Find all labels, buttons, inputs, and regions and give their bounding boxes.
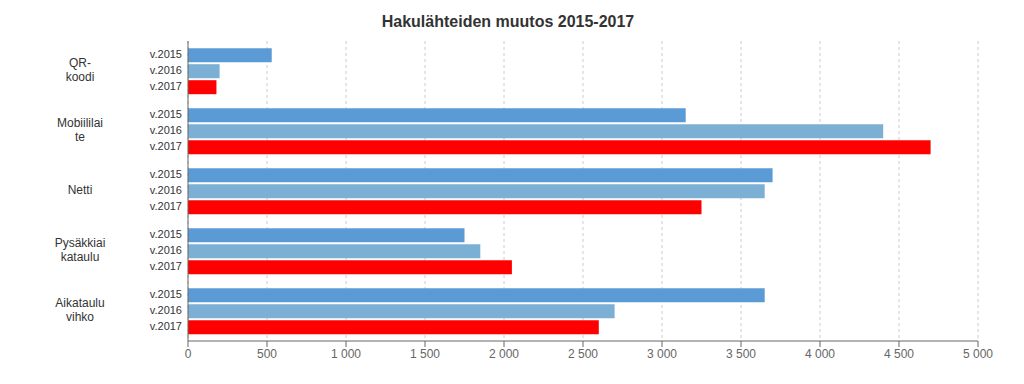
svg-text:v.2016: v.2016 — [150, 184, 182, 196]
svg-text:1 000: 1 000 — [331, 347, 361, 361]
svg-text:v.2017: v.2017 — [150, 260, 182, 272]
svg-text:5 000: 5 000 — [963, 347, 993, 361]
html-text:Hakulähteiden muutos 2015-2017: Hakulähteiden muutos 2015-2017 — [381, 13, 635, 30]
svg-text:3 500: 3 500 — [726, 347, 756, 361]
svg-text:1 500: 1 500 — [410, 347, 440, 361]
svg-text:0: 0 — [185, 347, 192, 361]
svg-text:4 500: 4 500 — [884, 347, 914, 361]
svg-text:v.2017: v.2017 — [150, 80, 182, 92]
svg-text:v.2017: v.2017 — [150, 200, 182, 212]
svg-text:Mobiililaite: Mobiililaite — [57, 116, 103, 144]
svg-text:v.2016: v.2016 — [150, 244, 182, 256]
svg-text:Pysäkkiaikataulu: Pysäkkiaikataulu — [55, 236, 106, 264]
svg-text:v.2016: v.2016 — [150, 124, 182, 136]
svg-text:v.2017: v.2017 — [150, 320, 182, 332]
svg-text:v.2015: v.2015 — [150, 108, 182, 120]
svg-text:Netti: Netti — [68, 183, 93, 197]
svg-text:2 500: 2 500 — [568, 347, 598, 361]
svg-text:4 000: 4 000 — [805, 347, 835, 361]
svg-text:Aikatauluvihko: Aikatauluvihko — [55, 296, 104, 324]
svg-text:v.2017: v.2017 — [150, 140, 182, 152]
svg-text:2 000: 2 000 — [489, 347, 519, 361]
svg-text:v.2016: v.2016 — [150, 304, 182, 316]
svg-text:v.2015: v.2015 — [150, 48, 182, 60]
svg-text:500: 500 — [257, 347, 277, 361]
svg-text:v.2016: v.2016 — [150, 64, 182, 76]
svg-text:QR-koodi: QR-koodi — [66, 56, 95, 84]
svg-text:v.2015: v.2015 — [150, 168, 182, 180]
svg-text:v.2015: v.2015 — [150, 228, 182, 240]
svg-text:3 000: 3 000 — [647, 347, 677, 361]
svg-text:v.2015: v.2015 — [150, 288, 182, 300]
